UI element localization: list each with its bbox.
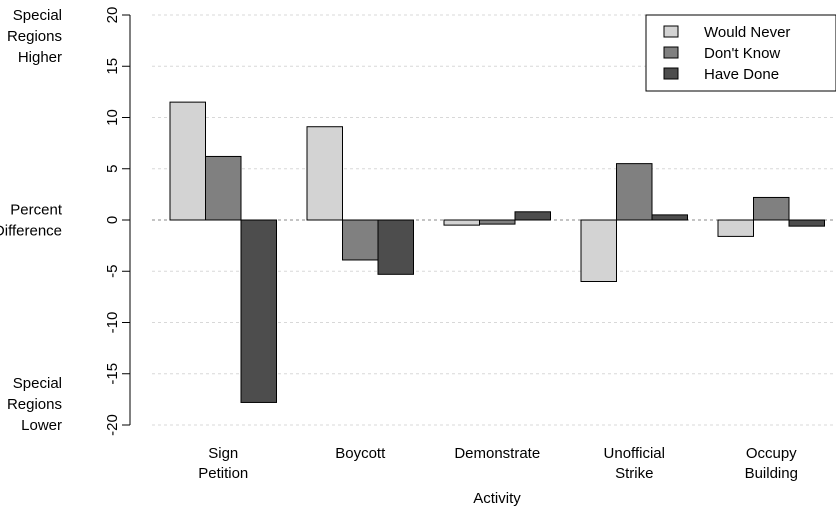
y-label-higher: Special [13,7,62,24]
y-label-percent-difference: Percent [10,202,63,219]
x-tick-label: Unofficial [604,445,665,462]
y-tick-label: -20 [104,414,121,436]
bar [580,219,617,282]
y-label-higher: Regions [7,28,62,45]
legend: Would Never Don't Know Have Done [645,14,836,92]
bar [479,219,516,225]
bar [240,219,277,403]
legend-swatch [663,67,679,80]
x-tick-label: Occupy [746,445,797,462]
y-tick-label: 15 [104,58,121,75]
bar [306,126,343,221]
bar [717,219,754,237]
bar [169,101,206,221]
y-tick-label: -5 [104,265,121,278]
bar [788,219,825,227]
legend-label: Would Never [704,24,790,41]
y-label-lower: Special [13,375,62,392]
y-axis: 20 15 10 5 0 -5 -10 -15 -20 [104,7,131,436]
y-label-lower: Regions [7,396,62,413]
x-tick-label: Petition [198,465,248,482]
y-tick-label: 5 [104,165,121,173]
y-tick-label: 0 [104,216,121,224]
y-tick-label: -15 [104,363,121,385]
y-label-lower: Lower [21,417,62,434]
y-label-higher: Higher [18,49,62,66]
bar [377,219,414,275]
bar [514,211,551,221]
bar [651,214,688,221]
y-tick-label: 20 [104,7,121,24]
x-tick-label: Boycott [335,445,386,462]
bar [205,155,242,221]
x-tick-label: Strike [615,465,653,482]
x-tick-label: Building [745,465,798,482]
bar [753,196,790,221]
x-axis-title: Activity [473,490,521,507]
bar [616,163,653,221]
legend-swatch [663,46,679,59]
legend-label: Don't Know [704,45,780,62]
y-tick-label: -10 [104,312,121,334]
legend-swatch [663,25,679,38]
bar [443,219,480,226]
x-axis-labels: Sign Petition Boycott Demonstrate Unofficial… [198,445,798,482]
x-tick-label: Demonstrate [454,445,540,462]
y-tick-label: 10 [104,109,121,126]
bar [342,219,379,261]
x-tick-label: Sign [208,445,238,462]
y-axis-labels: Special Regions Higher Percent Difference Spe… [0,7,63,434]
legend-label: Have Done [704,66,779,83]
bars [152,101,836,403]
y-label-percent-difference: Difference [0,223,62,240]
